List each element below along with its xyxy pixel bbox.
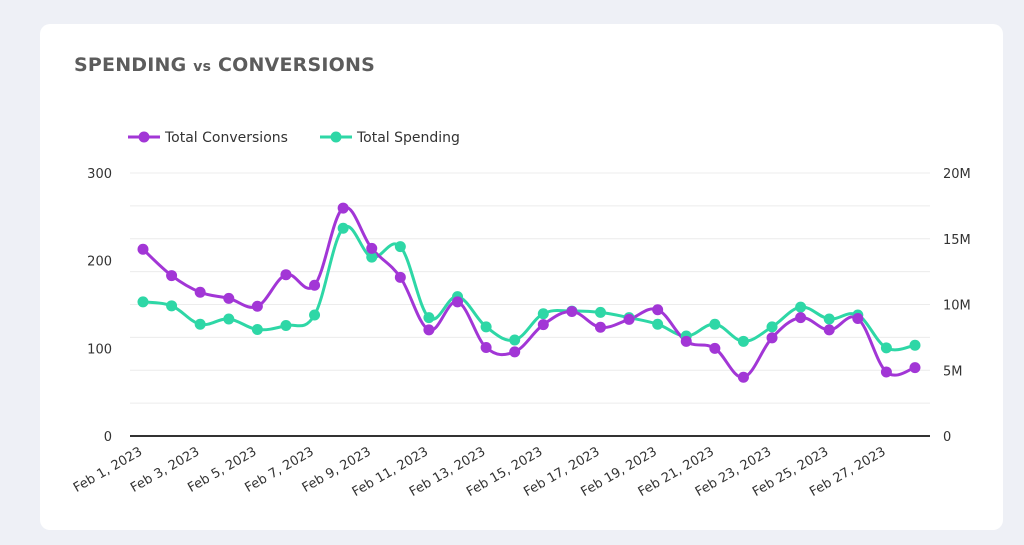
data-point-spending[interactable] (309, 309, 321, 321)
data-point-conversions[interactable] (251, 300, 263, 312)
series-line-conversions (141, 205, 916, 379)
legend-conversions-label: Total Conversions (164, 130, 288, 146)
data-point-conversions[interactable] (652, 304, 664, 316)
data-point-conversions[interactable] (394, 271, 406, 283)
y-left-tick-label: 0 (104, 430, 112, 445)
title-end: CONVERSIONS (217, 54, 375, 76)
data-point-conversions[interactable] (852, 313, 864, 325)
data-point-spending[interactable] (737, 335, 749, 347)
chart-title: SPENDING vs CONVERSIONS (74, 54, 375, 76)
data-point-conversions[interactable] (309, 279, 321, 291)
data-point-conversions[interactable] (737, 371, 749, 383)
data-point-conversions[interactable] (909, 362, 921, 374)
data-point-conversions[interactable] (337, 202, 349, 214)
data-point-spending[interactable] (594, 306, 606, 318)
data-point-conversions[interactable] (280, 269, 292, 281)
series-line-spending (142, 224, 916, 352)
data-point-conversions[interactable] (509, 346, 521, 358)
y-right-tick-label: 10M (943, 299, 971, 314)
data-point-spending[interactable] (394, 241, 406, 253)
legend-item-spending[interactable]: Total Spending (320, 130, 460, 146)
data-point-conversions[interactable] (423, 324, 435, 336)
data-point-conversions[interactable] (452, 296, 464, 308)
data-point-conversions[interactable] (623, 313, 635, 325)
legend-conversions-swatch-dot (138, 131, 150, 143)
y-right-tick-label: 20M (943, 167, 971, 182)
data-point-spending[interactable] (366, 251, 378, 263)
data-point-conversions[interactable] (766, 332, 778, 344)
data-point-conversions[interactable] (680, 335, 692, 347)
data-point-spending[interactable] (795, 301, 807, 313)
data-point-conversions[interactable] (880, 366, 892, 378)
data-point-conversions[interactable] (480, 341, 492, 353)
data-point-spending[interactable] (137, 296, 149, 308)
data-point-spending[interactable] (251, 323, 263, 335)
data-point-conversions[interactable] (709, 342, 721, 354)
data-point-spending[interactable] (766, 321, 778, 333)
data-point-conversions[interactable] (594, 321, 606, 333)
data-point-spending[interactable] (909, 339, 921, 351)
data-point-spending[interactable] (509, 334, 521, 346)
title-vs: vs (193, 59, 212, 75)
data-point-spending[interactable] (423, 312, 435, 324)
data-point-spending[interactable] (223, 313, 235, 325)
data-point-spending[interactable] (652, 318, 664, 330)
grid-layer (130, 172, 930, 404)
data-point-conversions[interactable] (795, 312, 807, 324)
data-point-conversions[interactable] (566, 306, 578, 318)
data-point-spending[interactable] (480, 321, 492, 333)
legend: Total Conversions Total Spending (128, 130, 460, 146)
data-point-conversions[interactable] (537, 319, 549, 331)
y-left-tick-label: 200 (87, 255, 112, 270)
data-point-conversions[interactable] (366, 242, 378, 254)
data-point-spending[interactable] (823, 313, 835, 325)
chart-card (40, 24, 1003, 530)
point-layer (137, 202, 921, 383)
data-point-spending[interactable] (280, 320, 292, 332)
y-left-tick-label: 300 (87, 167, 112, 182)
data-point-conversions[interactable] (223, 292, 235, 304)
line-layer (141, 205, 916, 379)
data-point-conversions[interactable] (823, 324, 835, 336)
legend-item-conversions[interactable]: Total Conversions (128, 130, 288, 146)
title-main: SPENDING (74, 54, 187, 76)
data-point-spending[interactable] (166, 300, 178, 312)
y-right-tick-label: 15M (943, 233, 971, 248)
data-point-conversions[interactable] (194, 286, 206, 298)
data-point-spending[interactable] (337, 222, 349, 234)
data-point-spending[interactable] (709, 318, 721, 330)
y-left-tick-label: 100 (87, 342, 112, 357)
legend-spending-label: Total Spending (356, 130, 460, 146)
legend-spending-swatch-dot (330, 131, 342, 143)
data-point-spending[interactable] (880, 342, 892, 354)
data-point-spending[interactable] (537, 308, 549, 320)
y-right-tick-label: 0 (943, 430, 951, 445)
data-point-conversions[interactable] (166, 270, 178, 282)
y-right-tick-label: 5M (943, 364, 963, 379)
data-point-spending[interactable] (194, 318, 206, 330)
data-point-conversions[interactable] (137, 243, 149, 255)
